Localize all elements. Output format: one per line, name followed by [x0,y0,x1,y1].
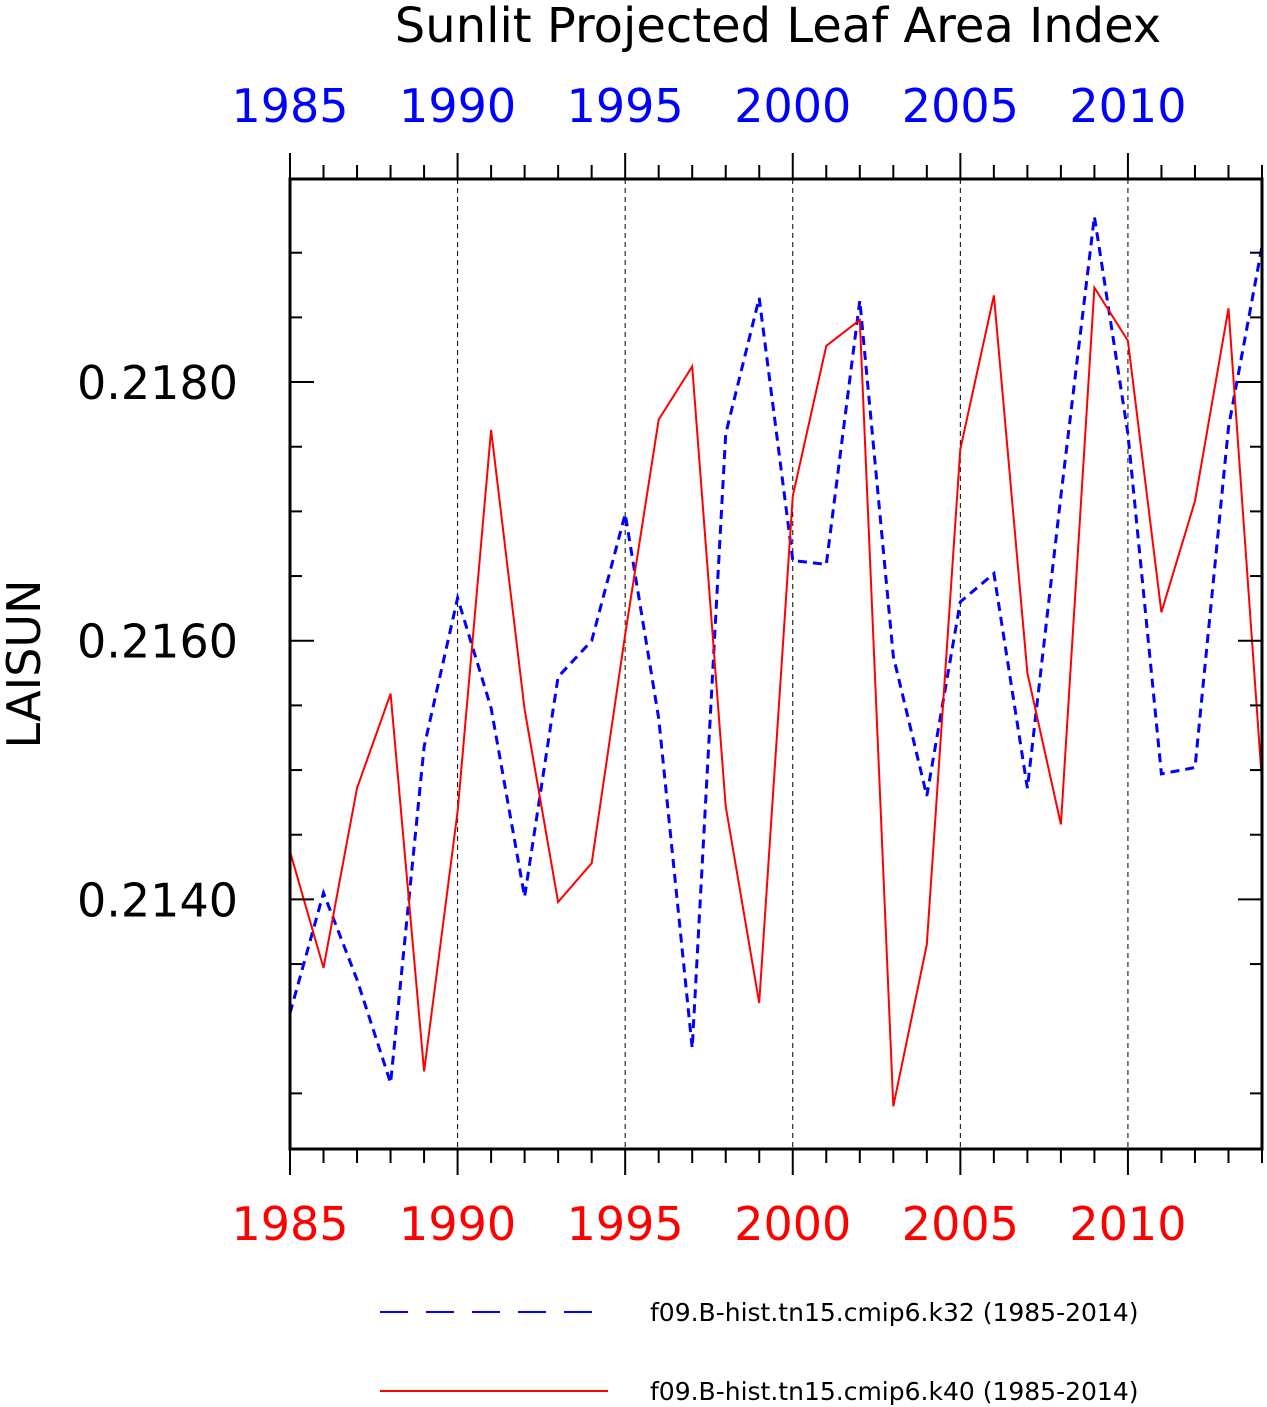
y-tick-label: 0.2160 [77,615,238,669]
bottom-x-tick-label: 1985 [231,1197,348,1251]
top-x-tick-label: 2010 [1069,79,1186,133]
y-tick-label: 0.2180 [77,356,238,410]
legend: f09.B-hist.tn15.cmip6.k32 (1985-2014) f09… [380,1298,1138,1406]
top-x-tick-label: 2000 [734,79,851,133]
top-x-tick-label: 1985 [231,79,348,133]
top-x-tick-label: 2005 [902,79,1019,133]
bottom-x-tick-label: 2010 [1069,1197,1186,1251]
axes: 0.2140 0.2160 0.2180 1985 1985 1990 1990 1995 19… [77,79,1264,1251]
bottom-x-tick-label: 1990 [399,1197,516,1251]
series-lines [288,216,1264,1107]
series-line-2 [289,284,1263,1107]
bottom-x-tick-label: 2000 [734,1197,851,1251]
plot-frame [288,177,1264,1151]
legend-label-1: f09.B-hist.tn15.cmip6.k32 (1985-2014) [650,1298,1138,1327]
series-line-1 [288,216,1264,1084]
bottom-x-tick-label: 1995 [567,1197,684,1251]
bottom-x-tick-label: 2005 [902,1197,1019,1251]
chart-title: Sunlit Projected Leaf Area Index [395,0,1161,54]
y-tick-label: 0.2140 [77,873,238,927]
top-x-tick-label: 1995 [567,79,684,133]
legend-label-2: f09.B-hist.tn15.cmip6.k40 (1985-2014) [650,1377,1138,1406]
top-x-tick-label: 1990 [399,79,516,133]
y-axis-label: LAISUN [0,580,51,749]
